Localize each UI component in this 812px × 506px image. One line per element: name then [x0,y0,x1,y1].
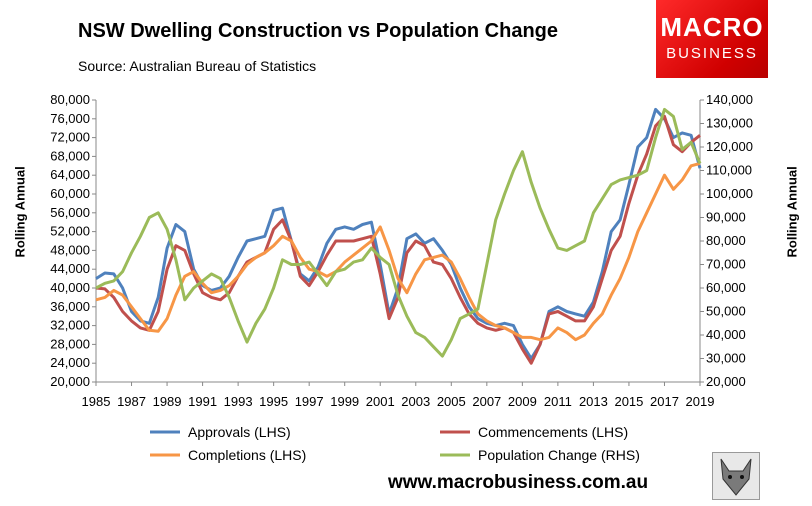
y-tick-right-label: 120,000 [706,139,753,154]
y-tick-left-label: 52,000 [50,224,90,239]
y-tick-left-label: 32,000 [50,318,90,333]
y-tick-right-label: 40,000 [706,327,746,342]
y-tick-left-label: 80,000 [50,92,90,107]
y-tick-right-label: 110,000 [706,163,752,178]
x-tick-label: 2015 [614,394,643,409]
macrobusiness-logo: MACRO BUSINESS [656,0,768,78]
y-tick-right-label: 140,000 [706,92,753,107]
legend-label: Population Change (RHS) [478,447,640,463]
y-tick-left-label: 44,000 [50,261,90,276]
y-tick-left-label: 20,000 [50,374,90,389]
y-tick-left-label: 76,000 [50,111,90,126]
y-tick-left-label: 24,000 [50,355,90,370]
x-tick-label: 1999 [330,394,359,409]
y-tick-left-label: 72,000 [50,130,90,145]
y-tick-right-label: 130,000 [706,116,753,131]
y-tick-right-label: 90,000 [706,210,746,225]
legend-label: Approvals (LHS) [188,424,291,440]
x-tick-label: 2017 [650,394,679,409]
x-tick-label: 2003 [401,394,430,409]
y-tick-right-label: 80,000 [706,233,746,248]
y-tick-left-label: 56,000 [50,205,90,220]
x-tick-label: 1991 [188,394,217,409]
x-tick-label: 1989 [153,394,182,409]
y-tick-left-label: 36,000 [50,299,90,314]
y-tick-left-label: 60,000 [50,186,90,201]
x-tick-label: 2005 [437,394,466,409]
x-tick-label: 2001 [366,394,395,409]
chart-title: NSW Dwelling Construction vs Population … [78,20,559,42]
x-tick-label: 2007 [472,394,501,409]
y-tick-left-label: 40,000 [50,280,90,295]
wolf-logo-icon [712,452,760,500]
legend-label: Commencements (LHS) [478,424,628,440]
x-tick-label: 1985 [82,394,111,409]
legend-label: Completions (LHS) [188,447,306,463]
chart-axes: 80,000 76,000 72,000 68,000 64,000 60,000 56,0… [50,92,753,409]
series-line-completions-lhs [95,161,701,342]
chart-subtitle: Source: Australian Bureau of Statistics [78,58,317,74]
x-tick-label: 2009 [508,394,537,409]
wolf-icon [720,458,752,496]
chart-series [95,107,702,365]
y-tick-left-label: 64,000 [50,167,90,182]
x-tick-label: 2019 [686,394,715,409]
series-line-approvals-lhs [95,107,702,360]
x-tick-label: 2011 [544,394,572,409]
x-tick-label: 1995 [259,394,288,409]
x-tick-label: 2013 [579,394,608,409]
logo-line2: BUSINESS [666,45,758,62]
series-line-population-change-rhs [95,107,702,358]
site-url: www.macrobusiness.com.au [388,472,649,493]
y-tick-right-label: 100,000 [706,186,753,201]
y-tick-right-label: 50,000 [706,304,746,319]
chart-legend: Approvals (LHS) Commencements (LHS) Comple… [150,424,640,463]
x-tick-label: 1987 [117,394,146,409]
y-tick-left-label: 48,000 [50,242,90,257]
y-tick-right-label: 30,000 [706,351,746,366]
x-tick-label: 1993 [224,394,253,409]
y-tick-left-label: 28,000 [50,336,90,351]
logo-line1: MACRO [660,12,764,42]
y-tick-right-label: 70,000 [706,257,746,272]
y-tick-right-label: 20,000 [706,374,746,389]
y-tick-left-label: 68,000 [50,148,90,163]
y-tick-right-label: 60,000 [706,280,746,295]
x-tick-label: 1997 [295,394,324,409]
